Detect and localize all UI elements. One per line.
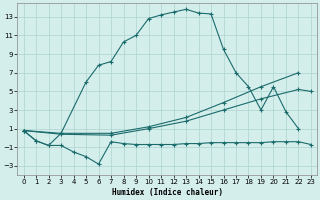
X-axis label: Humidex (Indice chaleur): Humidex (Indice chaleur) bbox=[112, 188, 223, 197]
